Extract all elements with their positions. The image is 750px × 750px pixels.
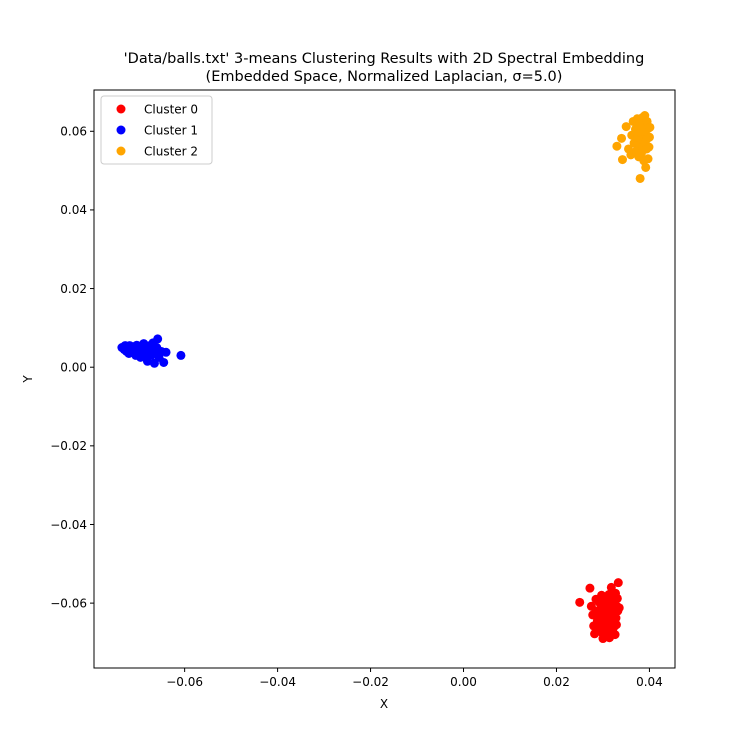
- chart-title: 'Data/balls.txt' 3-means Clustering Resu…: [124, 51, 645, 67]
- data-point: [613, 578, 623, 588]
- x-tick-label: 0.00: [450, 675, 477, 689]
- data-point: [644, 142, 654, 152]
- x-tick-label: 0.02: [543, 675, 570, 689]
- series-cluster-1: [117, 334, 186, 368]
- x-axis-label: X: [380, 697, 388, 711]
- y-axis-ticks: −0.06 −0.04 −0.02 0.00 0.02 0.04 0.06: [50, 125, 94, 610]
- data-point: [645, 122, 655, 132]
- data-point: [641, 162, 651, 172]
- data-point: [176, 350, 186, 360]
- x-tick-label: −0.02: [352, 675, 389, 689]
- legend-box: [100, 95, 213, 165]
- data-point: [612, 593, 622, 603]
- y-tick-label: 0.02: [60, 282, 87, 296]
- data-point: [621, 122, 631, 132]
- data-point: [585, 583, 595, 593]
- data-point: [159, 357, 169, 367]
- x-tick-label: 0.04: [636, 675, 663, 689]
- x-tick-label: −0.06: [166, 675, 203, 689]
- data-point: [644, 132, 654, 142]
- y-tick-label: 0.00: [60, 361, 87, 375]
- y-axis-label: Y: [21, 375, 35, 384]
- plot-area-frame: [93, 89, 676, 669]
- data-point: [153, 334, 163, 344]
- y-tick-label: −0.04: [50, 518, 87, 532]
- chart-subtitle: (Embedded Space, Normalized Laplacian, σ…: [206, 69, 563, 85]
- data-point: [643, 154, 653, 164]
- data-point: [611, 620, 621, 630]
- data-point: [612, 141, 622, 151]
- legend-label-cluster-0: Cluster 0: [144, 103, 198, 117]
- y-tick-label: −0.06: [50, 596, 87, 610]
- data-point: [575, 597, 585, 607]
- legend-marker-cluster-0: [116, 104, 126, 114]
- y-tick-label: 0.04: [60, 203, 87, 217]
- legend-label-cluster-2: Cluster 2: [144, 145, 198, 159]
- legend: Cluster 0 Cluster 1 Cluster 2: [100, 95, 213, 165]
- data-point: [610, 630, 620, 640]
- data-point: [611, 613, 621, 623]
- points-layer: [117, 111, 655, 644]
- legend-marker-cluster-2: [116, 146, 126, 156]
- x-axis-ticks: −0.06 −0.04 −0.02 0.00 0.02 0.04: [166, 668, 663, 689]
- data-point: [635, 173, 645, 183]
- y-tick-label: 0.06: [60, 125, 87, 139]
- series-cluster-2: [612, 111, 655, 183]
- series-cluster-0: [575, 578, 624, 644]
- legend-marker-cluster-1: [116, 125, 126, 135]
- data-point: [617, 133, 627, 143]
- legend-label-cluster-1: Cluster 1: [144, 124, 198, 138]
- data-point: [614, 603, 624, 613]
- data-point: [161, 347, 171, 357]
- data-point: [617, 155, 627, 165]
- y-tick-label: −0.02: [50, 439, 87, 453]
- x-tick-label: −0.04: [259, 675, 296, 689]
